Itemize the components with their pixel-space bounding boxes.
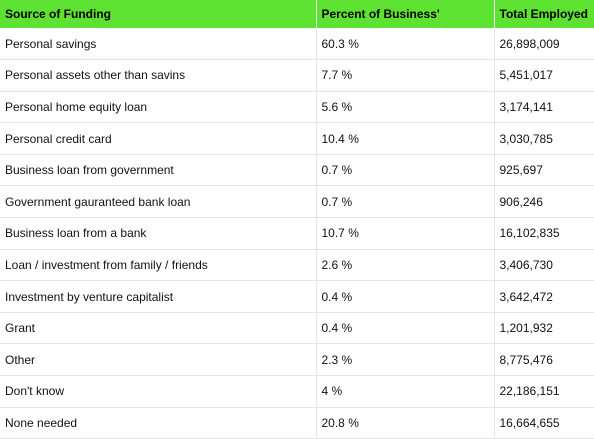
cell-source: Business loan from government — [0, 154, 317, 187]
cell-percent: 0.7 % — [316, 185, 495, 219]
cell-percent: 10.4 % — [316, 122, 495, 155]
table-row: Investment by venture capitalist 0.4 % 3,6… — [0, 280, 594, 313]
cell-total-employed: 26,898,009 — [494, 28, 594, 61]
cell-total-employed: 906,246 — [494, 185, 594, 219]
cell-source: Personal savings — [0, 28, 317, 61]
cell-total-employed: 3,642,472 — [494, 280, 594, 313]
table-row: Personal assets other than savins 7.7 % 5,… — [0, 59, 594, 92]
cell-total-employed: 8,775,476 — [494, 343, 594, 377]
header-source-of-funding: Source of Funding — [0, 0, 317, 28]
header-total-employed: Total Employed — [494, 0, 594, 28]
cell-source: Loan / investment from family / friends — [0, 249, 317, 282]
cell-percent: 4 % — [316, 375, 495, 408]
cell-total-employed: 3,174,141 — [494, 91, 594, 124]
cell-percent: 0.4 % — [316, 280, 495, 313]
table-row: Business loan from government 0.7 % 925,69… — [0, 154, 594, 187]
cell-source: Government gauranteed bank loan — [0, 185, 317, 219]
cell-percent: 5.6 % — [316, 91, 495, 124]
table-row: Other 2.3 % 8,775,476 — [0, 343, 594, 377]
cell-source: Other — [0, 343, 317, 377]
cell-percent: 0.7 % — [316, 154, 495, 187]
cell-source: Business loan from a bank — [0, 217, 317, 250]
cell-total-employed: 3,030,785 — [494, 122, 594, 155]
cell-source: Personal assets other than savins — [0, 59, 317, 92]
cell-total-employed: 16,102,835 — [494, 217, 594, 250]
table-row: Personal home equity loan 5.6 % 3,174,141 — [0, 91, 594, 124]
table-row: Government gauranteed bank loan 0.7 % 906,… — [0, 185, 594, 219]
cell-percent: 20.8 % — [316, 407, 495, 439]
table-row: Loan / investment from family / friends 2… — [0, 249, 594, 282]
cell-source: None needed — [0, 407, 317, 439]
cell-total-employed: 5,451,017 — [494, 59, 594, 92]
cell-percent: 7.7 % — [316, 59, 495, 92]
header-row: Source of Funding Percent of Business' T… — [0, 0, 594, 28]
cell-percent: 2.6 % — [316, 249, 495, 282]
cell-percent: 10.7 % — [316, 217, 495, 250]
cell-total-employed: 3,406,730 — [494, 249, 594, 282]
cell-total-employed: 925,697 — [494, 154, 594, 187]
cell-percent: 60.3 % — [316, 28, 495, 61]
cell-total-employed: 22,186,151 — [494, 375, 594, 408]
cell-source: Investment by venture capitalist — [0, 280, 317, 313]
table-row: Personal credit card 10.4 % 3,030,785 — [0, 122, 594, 155]
cell-source: Personal credit card — [0, 122, 317, 155]
cell-percent: 0.4 % — [316, 312, 495, 345]
table-row: Personal savings 60.3 % 26,898,009 — [0, 28, 594, 61]
cell-total-employed: 1,201,932 — [494, 312, 594, 345]
table-body: Personal savings 60.3 % 26,898,009 Personal… — [0, 28, 594, 439]
table-row: None needed 20.8 % 16,664,655 — [0, 407, 594, 439]
table-row: Business loan from a bank 10.7 % 16,102,83… — [0, 217, 594, 250]
table-row: Don't know 4 % 22,186,151 — [0, 375, 594, 408]
cell-source: Don't know — [0, 375, 317, 408]
table-row: Grant 0.4 % 1,201,932 — [0, 312, 594, 345]
cell-total-employed: 16,664,655 — [494, 407, 594, 439]
header-percent-of-business: Percent of Business' — [316, 0, 495, 28]
cell-source: Personal home equity loan — [0, 91, 317, 124]
cell-source: Grant — [0, 312, 317, 345]
cell-percent: 2.3 % — [316, 343, 495, 377]
